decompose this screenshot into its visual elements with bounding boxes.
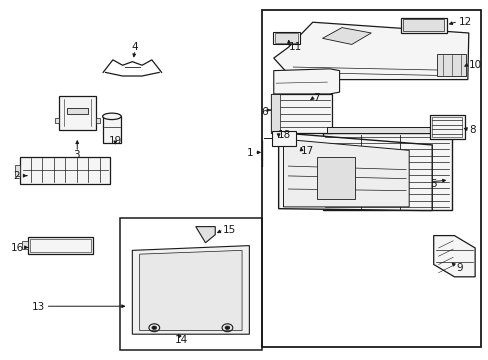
Text: 18: 18 [277, 130, 290, 140]
Text: 3: 3 [73, 150, 80, 160]
Bar [66, 108, 88, 114]
Polygon shape [278, 134, 431, 211]
Text: 16: 16 [11, 243, 24, 253]
Bar [21, 242, 27, 249]
Polygon shape [273, 69, 339, 94]
Text: 15: 15 [222, 225, 235, 235]
Text: 1: 1 [246, 148, 253, 158]
Bar [402, 19, 444, 31]
Bar [30, 239, 91, 252]
Text: 11: 11 [288, 42, 301, 52]
Polygon shape [433, 235, 474, 277]
Bar [15, 165, 20, 176]
Circle shape [224, 326, 229, 329]
Polygon shape [283, 140, 408, 207]
Text: 19: 19 [108, 136, 122, 145]
Bar [431, 117, 462, 137]
Text: 14: 14 [174, 334, 187, 345]
Bar [102, 116, 121, 143]
Text: 5: 5 [429, 179, 435, 189]
Text: 9: 9 [456, 263, 462, 273]
Bar [120, 218, 261, 350]
Circle shape [152, 326, 157, 329]
Bar [429, 116, 464, 139]
Bar [59, 96, 96, 130]
Bar [327, 127, 446, 134]
Polygon shape [273, 22, 468, 80]
Text: 4: 4 [131, 42, 138, 52]
Polygon shape [316, 157, 355, 199]
Text: 7: 7 [312, 93, 319, 103]
Bar [27, 237, 93, 253]
Bar [271, 131, 296, 145]
Bar [20, 157, 110, 184]
Bar [272, 32, 299, 44]
Ellipse shape [102, 113, 121, 120]
Bar [322, 134, 451, 211]
Bar [261, 10, 480, 347]
Bar [400, 18, 446, 33]
Polygon shape [140, 250, 242, 330]
Text: 8: 8 [468, 125, 474, 135]
Bar [274, 33, 297, 42]
Bar [436, 54, 466, 76]
Text: 6: 6 [261, 107, 267, 117]
Bar [271, 94, 280, 134]
Text: 2: 2 [14, 171, 20, 181]
Bar [55, 118, 59, 123]
Polygon shape [322, 28, 370, 44]
Polygon shape [132, 246, 249, 334]
Text: 17: 17 [300, 146, 313, 156]
Text: 10: 10 [468, 60, 481, 70]
Text: 13: 13 [31, 302, 44, 312]
Bar [271, 94, 331, 134]
Polygon shape [195, 226, 215, 243]
Bar [96, 118, 100, 123]
Text: 12: 12 [458, 17, 471, 27]
